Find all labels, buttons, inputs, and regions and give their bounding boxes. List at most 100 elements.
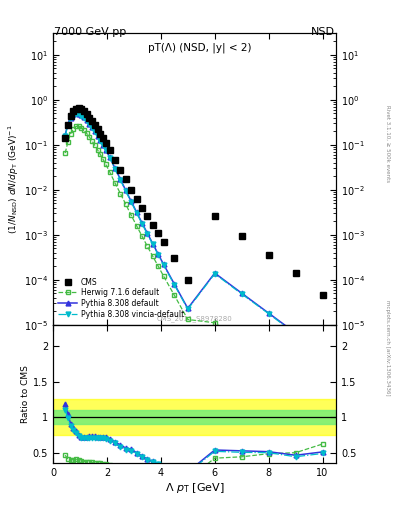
Pythia 8.308 default xyxy=(113,165,118,172)
Pythia 8.308 default xyxy=(140,220,144,226)
CMS xyxy=(161,239,166,245)
Pythia 8.308 vincia-default xyxy=(101,142,105,148)
CMS xyxy=(118,166,123,173)
CMS xyxy=(68,113,73,119)
Pythia 8.308 vincia-default xyxy=(161,262,166,268)
Herwig 7.1.6 default xyxy=(73,123,78,130)
Pythia 8.308 vincia-default xyxy=(107,155,112,161)
Pythia 8.308 default xyxy=(239,290,244,296)
Herwig 7.1.6 default xyxy=(140,233,144,239)
Pythia 8.308 vincia-default xyxy=(293,331,298,337)
CMS xyxy=(140,204,144,210)
Pythia 8.308 default xyxy=(103,146,108,153)
Herwig 7.1.6 default xyxy=(145,243,150,249)
Herwig 7.1.6 default xyxy=(239,338,244,345)
Pythia 8.308 default xyxy=(161,261,166,267)
Herwig 7.1.6 default xyxy=(118,190,123,197)
CMS xyxy=(76,105,81,111)
Herwig 7.1.6 default xyxy=(71,126,75,132)
Herwig 7.1.6 default xyxy=(151,253,155,260)
Pythia 8.308 vincia-default xyxy=(320,351,325,357)
Pythia 8.308 default xyxy=(185,305,190,311)
CMS xyxy=(98,131,103,137)
Herwig 7.1.6 default xyxy=(172,292,177,298)
Pythia 8.308 default xyxy=(320,350,325,356)
Pythia 8.308 default xyxy=(156,251,160,257)
Pythia 8.308 default xyxy=(107,154,112,160)
Pythia 8.308 default xyxy=(92,129,97,135)
Pythia 8.308 vincia-default xyxy=(87,121,92,127)
CMS xyxy=(82,108,86,114)
Herwig 7.1.6 default xyxy=(82,127,86,133)
Herwig 7.1.6 default xyxy=(107,169,112,175)
Pythia 8.308 default xyxy=(129,198,134,204)
Herwig 7.1.6 default xyxy=(212,319,217,326)
Pythia 8.308 default xyxy=(82,114,86,120)
Pythia 8.308 vincia-default xyxy=(63,133,68,139)
Line: Pythia 8.308 default: Pythia 8.308 default xyxy=(63,111,325,356)
Herwig 7.1.6 default xyxy=(90,138,94,144)
Pythia 8.308 default xyxy=(212,270,217,276)
Pythia 8.308 default xyxy=(293,330,298,336)
Pythia 8.308 default xyxy=(87,121,92,127)
CMS xyxy=(113,157,118,163)
Herwig 7.1.6 default xyxy=(101,156,105,162)
X-axis label: $\Lambda\ p_\mathrm{T}$ [GeV]: $\Lambda\ p_\mathrm{T}$ [GeV] xyxy=(165,481,224,495)
Y-axis label: $(1/N_\mathrm{NSD})\ dN/dp_\mathrm{T}\ (\mathrm{GeV})^{-1}$: $(1/N_\mathrm{NSD})\ dN/dp_\mathrm{T}\ (… xyxy=(7,124,21,234)
CMS xyxy=(90,118,94,124)
Pythia 8.308 vincia-default xyxy=(68,115,73,121)
Herwig 7.1.6 default xyxy=(87,134,92,140)
Pythia 8.308 vincia-default xyxy=(92,129,97,135)
Herwig 7.1.6 default xyxy=(92,142,97,148)
CMS xyxy=(239,232,244,239)
Text: NSD: NSD xyxy=(311,27,335,37)
Herwig 7.1.6 default xyxy=(156,263,160,269)
Bar xyxy=(53,399,336,435)
Herwig 7.1.6 default xyxy=(161,273,166,279)
Pythia 8.308 vincia-default xyxy=(82,115,86,121)
CMS xyxy=(123,176,128,182)
CMS xyxy=(79,105,84,112)
Pythia 8.308 default xyxy=(95,133,100,139)
Herwig 7.1.6 default xyxy=(68,131,73,137)
Pythia 8.308 default xyxy=(63,132,68,138)
CMS xyxy=(87,115,92,121)
Pythia 8.308 default xyxy=(123,187,128,194)
Pythia 8.308 vincia-default xyxy=(151,241,155,247)
Text: 7000 GeV pp: 7000 GeV pp xyxy=(54,27,127,37)
Pythia 8.308 default xyxy=(101,142,105,148)
Herwig 7.1.6 default xyxy=(66,139,70,145)
Pythia 8.308 default xyxy=(145,230,150,237)
Pythia 8.308 vincia-default xyxy=(73,111,78,117)
Pythia 8.308 vincia-default xyxy=(145,231,150,237)
CMS xyxy=(134,196,139,202)
Pythia 8.308 vincia-default xyxy=(71,112,75,118)
Pythia 8.308 vincia-default xyxy=(140,221,144,227)
CMS xyxy=(185,276,190,283)
Herwig 7.1.6 default xyxy=(95,147,100,153)
CMS xyxy=(84,111,89,117)
Pythia 8.308 vincia-default xyxy=(76,111,81,117)
Pythia 8.308 vincia-default xyxy=(134,210,139,216)
Herwig 7.1.6 default xyxy=(76,123,81,130)
CMS xyxy=(266,252,271,258)
Pythia 8.308 default xyxy=(79,112,84,118)
Pythia 8.308 vincia-default xyxy=(123,188,128,195)
Pythia 8.308 vincia-default xyxy=(103,147,108,154)
Pythia 8.308 default xyxy=(71,112,75,118)
Pythia 8.308 vincia-default xyxy=(113,166,118,172)
CMS xyxy=(66,121,70,127)
Pythia 8.308 vincia-default xyxy=(90,125,94,131)
Pythia 8.308 vincia-default xyxy=(66,122,70,128)
CMS xyxy=(73,106,78,112)
Text: CMS_2011_S8978280: CMS_2011_S8978280 xyxy=(157,315,232,322)
CMS xyxy=(151,222,155,228)
CMS xyxy=(293,270,298,276)
Pythia 8.308 vincia-default xyxy=(84,118,89,124)
Pythia 8.308 vincia-default xyxy=(95,133,100,139)
CMS xyxy=(129,186,134,193)
Pythia 8.308 default xyxy=(118,176,123,182)
Pythia 8.308 vincia-default xyxy=(266,311,271,317)
Herwig 7.1.6 default xyxy=(123,201,128,207)
Pythia 8.308 default xyxy=(134,209,139,215)
